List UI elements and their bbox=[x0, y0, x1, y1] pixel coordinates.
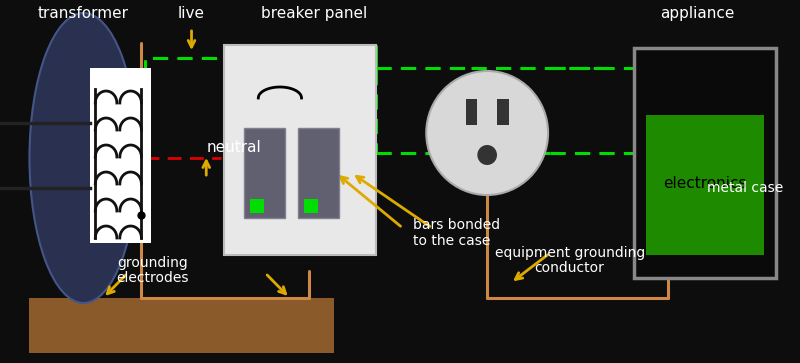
Bar bbox=[634, 48, 776, 278]
Bar bbox=[243, 128, 285, 218]
Bar bbox=[466, 99, 478, 125]
Bar bbox=[646, 115, 764, 255]
Text: conductor: conductor bbox=[534, 261, 605, 275]
Text: live: live bbox=[178, 6, 205, 21]
Bar bbox=[305, 199, 318, 213]
Bar bbox=[224, 45, 376, 255]
Bar bbox=[90, 68, 151, 243]
Text: appliance: appliance bbox=[660, 6, 734, 21]
Text: grounding: grounding bbox=[117, 256, 188, 270]
Circle shape bbox=[478, 145, 497, 165]
Bar bbox=[250, 199, 264, 213]
Text: neutral: neutral bbox=[206, 140, 261, 155]
Text: equipment grounding: equipment grounding bbox=[494, 246, 645, 260]
Bar bbox=[298, 128, 339, 218]
Text: metal case: metal case bbox=[707, 181, 783, 195]
Text: electronics: electronics bbox=[663, 175, 747, 191]
Bar bbox=[497, 99, 509, 125]
Bar bbox=[30, 298, 334, 353]
Text: transformer: transformer bbox=[38, 6, 129, 21]
Text: to the case: to the case bbox=[413, 234, 490, 248]
Text: electrodes: electrodes bbox=[116, 271, 189, 285]
Text: breaker panel: breaker panel bbox=[261, 6, 367, 21]
Ellipse shape bbox=[30, 13, 138, 303]
Text: bars bonded: bars bonded bbox=[413, 218, 500, 232]
Circle shape bbox=[426, 71, 548, 195]
